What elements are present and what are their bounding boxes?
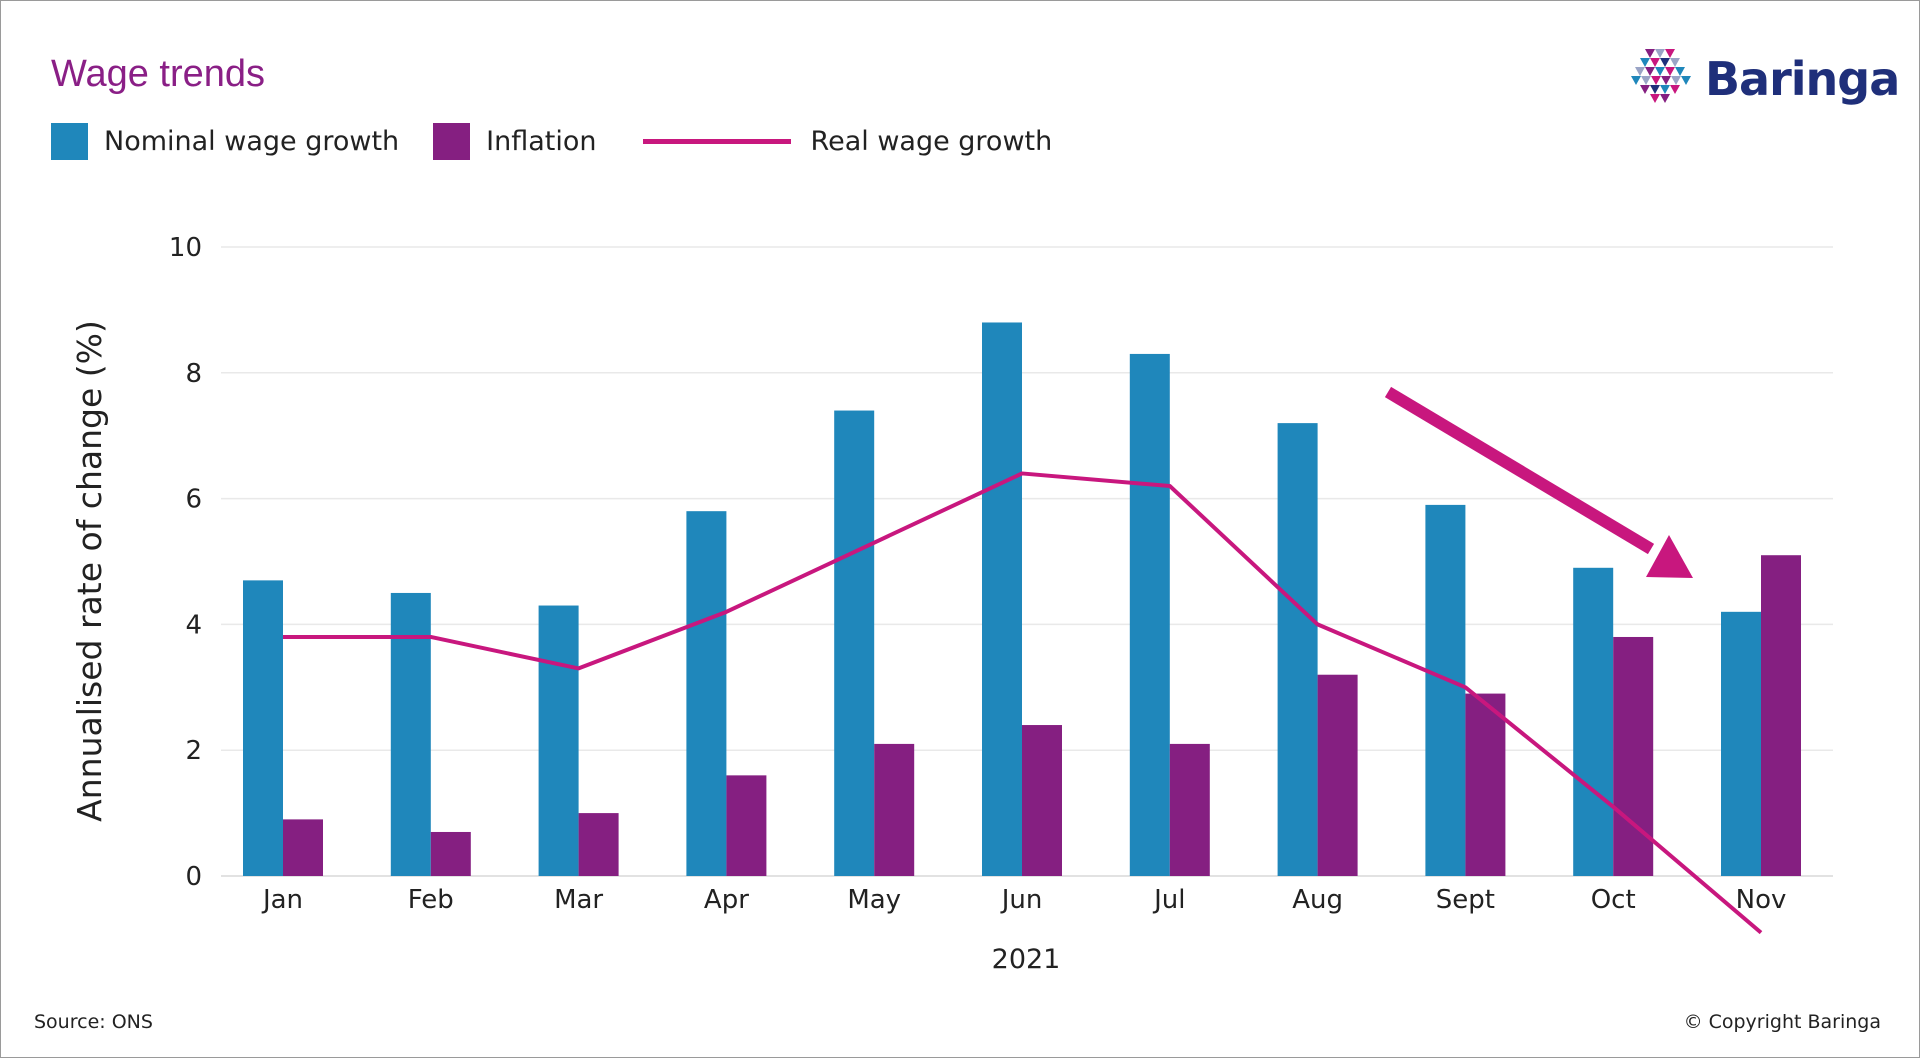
bar-nominal-wage-growth [1573,567,1614,876]
legend-swatch-real [642,138,791,144]
bar-nominal-wage-growth [982,322,1022,877]
bar-nominal-wage-growth [1721,611,1761,876]
bar-nominal-wage-growth [686,511,727,876]
baringa-logo: Baringa [1631,49,1900,109]
x-tick-label: May [847,885,901,915]
x-tick-label: Jul [1152,885,1185,915]
legend: Nominal wage growth Inflation Real wage … [51,121,1086,161]
bar-inflation [874,743,915,876]
x-tick-label: Apr [704,885,749,915]
legend-swatch-nominal [51,122,88,160]
y-tick-label: 8 [185,359,202,389]
bar-inflation [578,813,619,876]
x-tick-label: Feb [408,885,454,915]
bar-inflation [1761,555,1801,876]
bar-inflation [1169,743,1210,876]
triangle-mosaic-logo-icon [1631,49,1691,103]
bar-inflation [1022,725,1062,876]
chart-title: Wage trends [51,53,266,95]
legend-item-real: Real wage growth [631,125,1053,157]
source-note: Source: ONS [34,1011,153,1033]
label-layer: 0 2 4 6 8 10 Jan Feb Mar Apr May Jun Jul Aug Sept Oct No… [70,233,1786,975]
bar-nominal-wage-growth [1129,353,1170,876]
x-axis-title: 2021 [992,944,1061,975]
legend-item-nominal: Nominal wage growth [51,122,400,160]
y-tick-label: 4 [185,610,202,640]
y-tick-label: 6 [185,485,202,515]
bar-nominal-wage-growth [390,592,431,876]
bar-inflation [430,831,471,876]
x-tick-label: Oct [1591,885,1636,915]
x-tick-label: Aug [1292,885,1343,915]
legend-label-nominal: Nominal wage growth [104,125,400,157]
trend-arrow-shaft [1384,386,1655,555]
copyright-note: © Copyright Baringa [1683,1011,1881,1033]
y-tick-label: 0 [185,862,202,892]
x-tick-label: Nov [1736,885,1787,915]
line-real-wage-growth [283,471,1763,935]
bar-inflation [1613,636,1654,876]
x-tick-label: Sept [1436,885,1495,915]
bar-inflation [726,775,767,876]
bar-layer [243,322,1801,877]
bar-inflation [283,819,323,876]
y-tick-label: 10 [169,233,202,263]
logo-text: Baringa [1705,52,1900,106]
line-layer [282,471,1763,935]
y-axis-title: Annualised rate of change (%) [70,320,109,822]
x-tick-label: Jun [1000,885,1043,915]
y-tick-label: 2 [185,736,202,766]
grid-layer [221,246,1833,877]
annotation-layer [1384,386,1693,578]
bar-nominal-wage-growth [538,605,579,876]
legend-label-real: Real wage growth [810,125,1053,157]
bar-nominal-wage-growth [1277,423,1318,876]
bar-nominal-wage-growth [834,410,875,876]
x-tick-label: Mar [554,885,603,915]
bar-nominal-wage-growth [1425,504,1466,876]
bar-inflation [1317,674,1358,876]
legend-label-inflation: Inflation [486,125,597,157]
bar-inflation [1465,693,1506,876]
bar-nominal-wage-growth [243,580,283,876]
x-tick-label: Jan [261,885,303,915]
legend-swatch-inflation [433,122,471,160]
legend-item-inflation: Inflation [433,122,597,160]
trend-arrow-head [1646,535,1693,578]
